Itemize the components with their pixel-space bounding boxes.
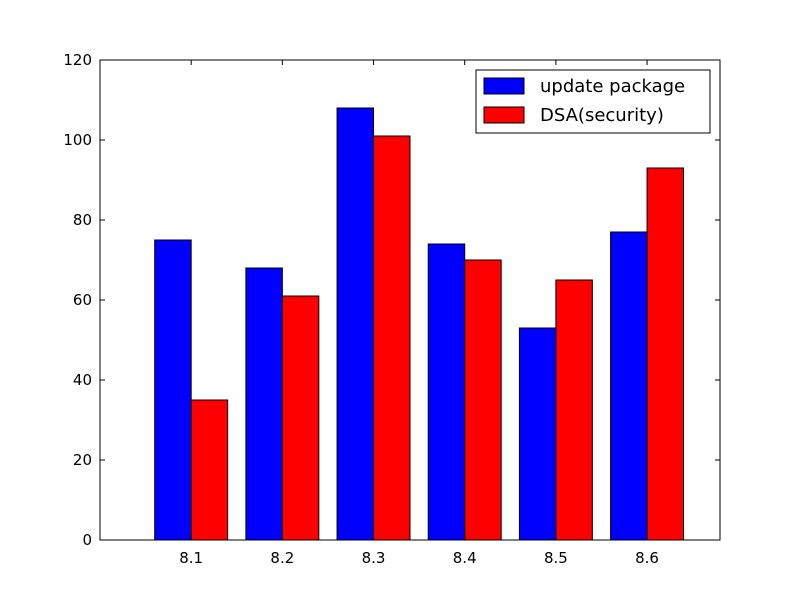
x-tick-label-0: 8.1 [179,549,203,567]
bar-1-0 [190,399,229,541]
bar-0-1 [245,267,283,541]
bar-0-0 [154,239,192,541]
bar-1-3 [464,259,502,541]
y-tick-label-4: 80 [73,211,92,229]
bar-1-4 [555,279,593,541]
x-tick-label-5: 8.6 [635,549,659,567]
x-tick-label-1: 8.2 [270,549,294,567]
y-tick-label-6: 120 [63,51,92,69]
bar-1-1 [281,295,320,541]
y-tick-label-2: 40 [73,371,92,389]
series-0-bars [154,107,648,541]
bar-0-2 [336,107,375,541]
x-tick-label-3: 8.4 [453,549,477,567]
bar-0-3 [427,243,466,541]
legend-label-1: DSA(security) [540,105,664,126]
legend-swatch-0 [483,77,525,95]
y-tick-label-3: 60 [73,291,92,309]
bar-0-4 [518,327,557,541]
x-tick-label-2: 8.3 [362,549,386,567]
bar-1-2 [373,135,411,541]
legend-swatch-1 [483,106,525,124]
y-tick-label-1: 20 [73,451,92,469]
y-tick-label-5: 100 [63,131,92,149]
bar-1-5 [646,167,685,541]
y-tick-label-0: 0 [82,531,92,549]
legend-label-0: update package [540,76,685,97]
bar-0-5 [610,231,648,541]
legend: update package DSA(security) [475,69,711,134]
x-tick-label-4: 8.5 [544,549,568,567]
